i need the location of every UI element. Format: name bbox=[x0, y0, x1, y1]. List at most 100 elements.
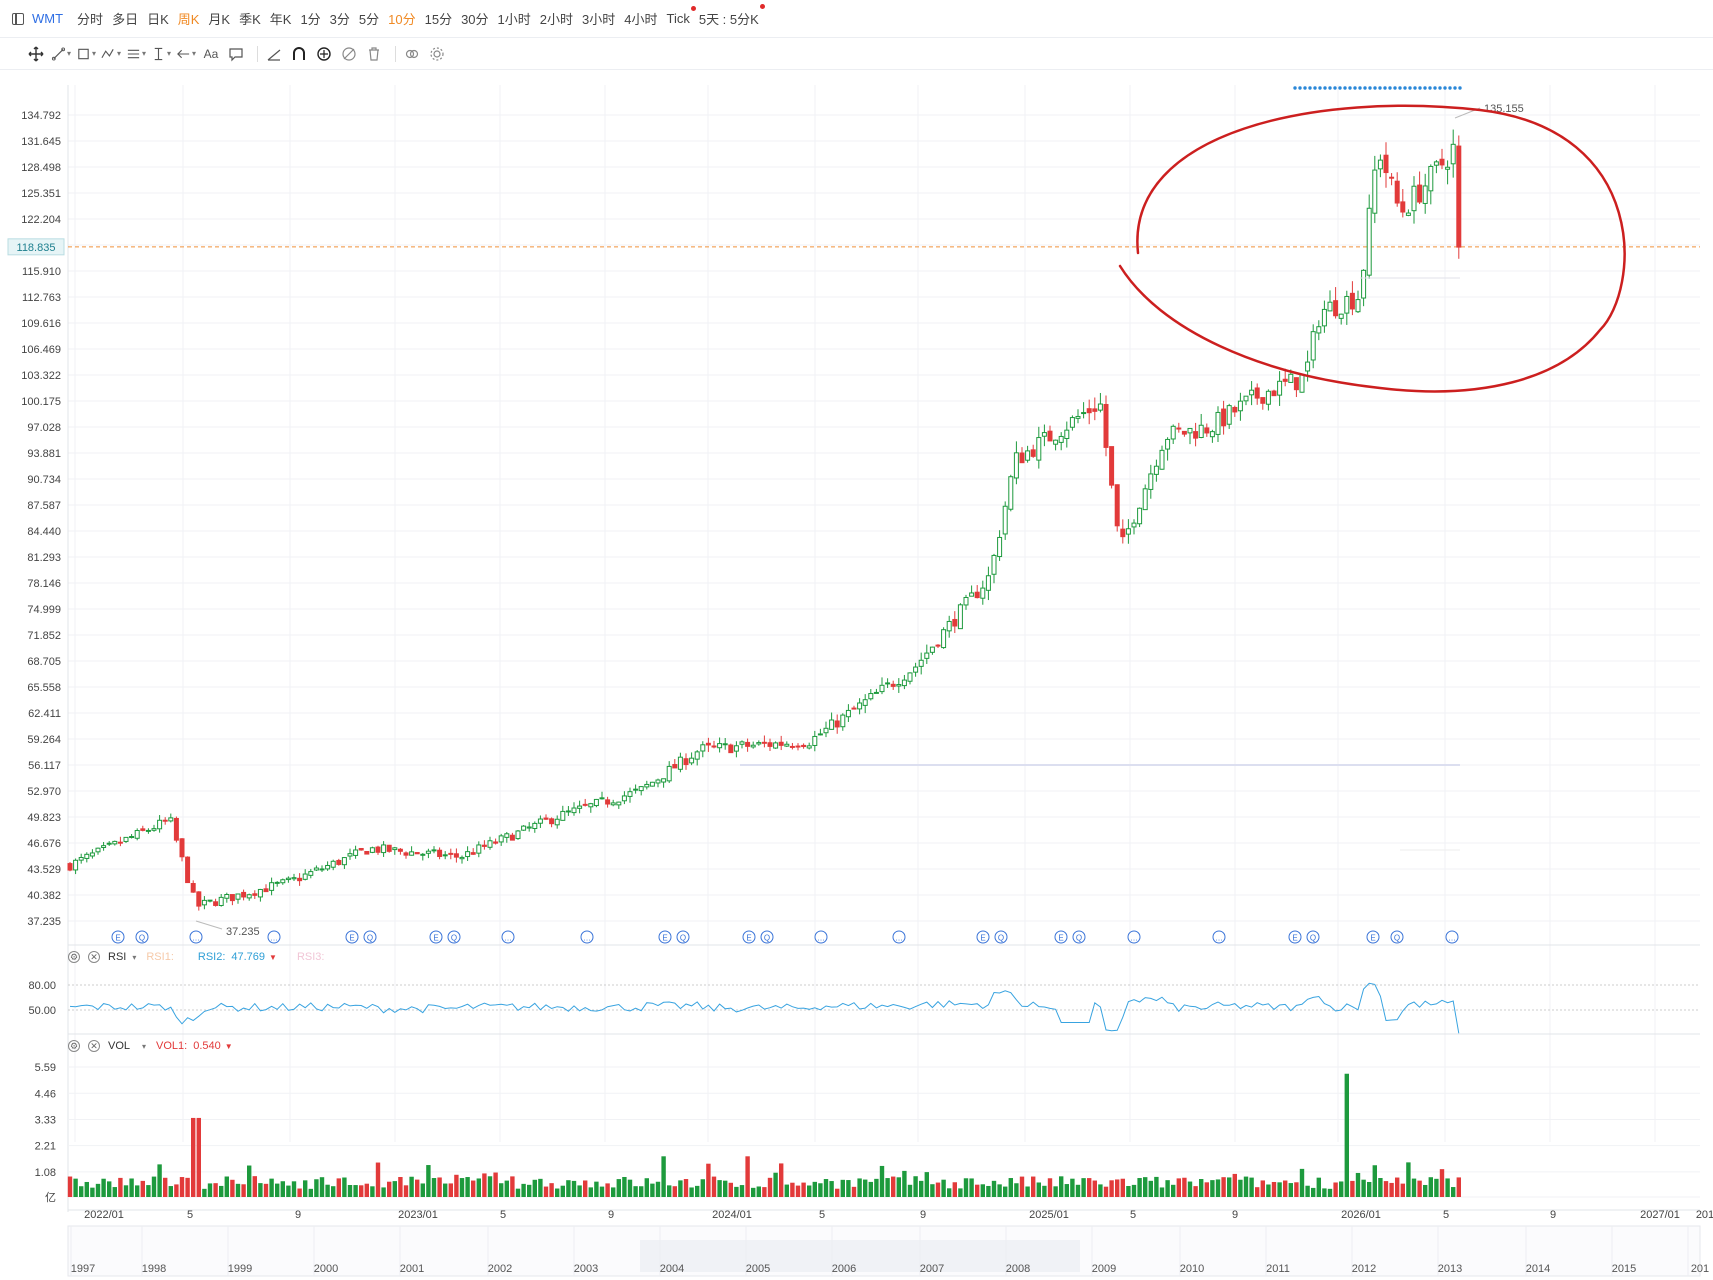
volume-bar bbox=[476, 1178, 481, 1197]
event-marker[interactable]: E bbox=[976, 930, 990, 944]
candle-body bbox=[1237, 400, 1243, 412]
dotted-high-marker bbox=[1318, 86, 1322, 90]
period-tab[interactable]: 5天 : 5分K bbox=[699, 4, 765, 28]
event-marker[interactable]: … bbox=[1212, 930, 1226, 944]
volume-bar bbox=[947, 1188, 952, 1197]
chevron-down-icon[interactable]: ▾ bbox=[132, 952, 137, 962]
close-icon[interactable]: ✕ bbox=[88, 951, 100, 963]
sidebar-toggle-icon[interactable] bbox=[12, 12, 24, 25]
event-marker[interactable]: E bbox=[1054, 930, 1068, 944]
event-marker[interactable]: … bbox=[1445, 930, 1459, 944]
move-icon[interactable] bbox=[26, 44, 46, 64]
pattern-tool-icon[interactable]: ▾ bbox=[101, 44, 121, 64]
period-tab[interactable]: 30分 bbox=[461, 12, 489, 27]
period-tab[interactable]: 5分 bbox=[358, 12, 380, 27]
candle-body bbox=[179, 838, 185, 858]
event-marker[interactable]: … bbox=[189, 930, 203, 944]
period-tab[interactable]: 1分 bbox=[300, 12, 321, 27]
event-marker-circle bbox=[1288, 930, 1302, 944]
price-chart[interactable]: 134.792 131.645 128.498 125.351 122.204 115.9… bbox=[0, 70, 1713, 1280]
rsi-name[interactable]: RSI bbox=[108, 951, 127, 963]
vol-tick-label: 5.59 bbox=[35, 1062, 56, 1074]
arrow-tool-icon[interactable]: ▾ bbox=[176, 44, 196, 64]
volume-bar bbox=[1120, 1178, 1125, 1197]
magnet-icon[interactable] bbox=[289, 44, 309, 64]
period-tab[interactable]: 月K bbox=[208, 12, 231, 27]
period-tab[interactable]: 日K bbox=[147, 12, 169, 27]
event-marker[interactable]: E bbox=[658, 930, 672, 944]
period-tab[interactable]: 15分 bbox=[424, 12, 453, 27]
candle-body bbox=[1355, 299, 1361, 313]
event-marker[interactable]: E bbox=[345, 930, 359, 944]
candle-body bbox=[145, 829, 151, 832]
event-marker[interactable]: E bbox=[1366, 930, 1380, 944]
event-marker-circle bbox=[429, 930, 443, 944]
event-marker[interactable]: … bbox=[892, 930, 906, 944]
candle-body bbox=[560, 810, 566, 821]
event-marker-label: E bbox=[349, 934, 354, 943]
event-marker-circle bbox=[760, 930, 774, 944]
measure-tool-icon[interactable]: ▾ bbox=[151, 44, 171, 64]
rect-tool-icon[interactable]: ▾ bbox=[76, 44, 96, 64]
candle-body bbox=[274, 881, 280, 884]
candle-body bbox=[1148, 473, 1154, 490]
event-marker[interactable]: Q bbox=[363, 930, 377, 944]
event-marker[interactable]: … bbox=[1127, 930, 1141, 944]
event-marker-circle bbox=[189, 930, 203, 944]
event-marker[interactable]: E bbox=[1288, 930, 1302, 944]
event-marker[interactable]: E bbox=[429, 930, 443, 944]
period-tab[interactable]: 2小时 bbox=[539, 12, 574, 27]
candle-body bbox=[879, 684, 885, 693]
settings-icon[interactable] bbox=[427, 44, 447, 64]
event-marker[interactable]: Q bbox=[1072, 930, 1086, 944]
text-tool-icon[interactable]: Aa bbox=[203, 46, 219, 61]
event-marker[interactable]: E bbox=[111, 930, 125, 944]
period-tabs: 分时 多日 日K 周K 月K 季K 年K 1分 3分 5分 10分 15分 30分 1小时 2小时 3小时 4小… bbox=[77, 4, 768, 28]
period-tab[interactable]: Tick bbox=[666, 6, 696, 26]
gear-icon[interactable]: ⚙ bbox=[68, 951, 80, 963]
line-tool-icon[interactable]: ▾ bbox=[51, 44, 71, 64]
vol-name[interactable]: VOL bbox=[108, 1040, 131, 1052]
notification-dot bbox=[759, 4, 765, 9]
period-tab[interactable]: 1小时 bbox=[497, 12, 531, 27]
period-tab[interactable]: 4小时 bbox=[624, 12, 658, 27]
symbol-label[interactable]: WMT bbox=[32, 11, 64, 26]
event-marker[interactable]: E bbox=[742, 930, 756, 944]
event-marker[interactable]: Q bbox=[135, 930, 149, 944]
hide-icon[interactable] bbox=[339, 44, 359, 64]
period-tab[interactable]: 3小时 bbox=[582, 12, 616, 27]
event-marker[interactable]: … bbox=[814, 930, 828, 944]
event-marker[interactable]: Q bbox=[760, 930, 774, 944]
dotted-high-marker bbox=[1313, 86, 1317, 90]
event-marker[interactable]: Q bbox=[447, 930, 461, 944]
candle-body bbox=[1456, 145, 1462, 248]
comment-tool-icon[interactable] bbox=[226, 44, 246, 64]
event-marker-label: Q bbox=[1076, 934, 1082, 943]
trash-icon[interactable] bbox=[364, 44, 384, 64]
period-tab[interactable]: 分时 bbox=[77, 12, 104, 27]
period-tab[interactable]: 季K bbox=[239, 12, 261, 27]
period-tab[interactable]: 周K bbox=[177, 12, 200, 27]
volume-bar bbox=[683, 1179, 689, 1197]
volume-bar bbox=[1355, 1172, 1361, 1197]
period-tab[interactable]: 年K bbox=[269, 12, 292, 27]
period-tab[interactable]: 多日 bbox=[112, 12, 139, 27]
event-marker[interactable]: Q bbox=[994, 930, 1008, 944]
event-marker[interactable]: Q bbox=[676, 930, 690, 944]
event-marker[interactable]: Q bbox=[1390, 930, 1404, 944]
link-icon[interactable] bbox=[402, 44, 422, 64]
sync-icon[interactable] bbox=[314, 44, 334, 64]
period-tab[interactable]: 10分 bbox=[388, 12, 416, 27]
event-marker[interactable]: … bbox=[267, 930, 281, 944]
event-marker[interactable]: … bbox=[580, 930, 594, 944]
event-marker-label: Q bbox=[1310, 934, 1316, 943]
angle-icon[interactable] bbox=[264, 44, 284, 64]
event-marker[interactable]: … bbox=[501, 930, 515, 944]
fib-tool-icon[interactable]: ▾ bbox=[126, 44, 146, 64]
period-tab[interactable]: 3分 bbox=[329, 12, 350, 27]
close-icon[interactable]: ✕ bbox=[88, 1040, 100, 1052]
chevron-down-icon[interactable]: ▾ bbox=[142, 1041, 147, 1051]
volume-bar bbox=[549, 1183, 554, 1197]
gear-icon[interactable]: ⚙ bbox=[68, 1040, 80, 1052]
event-marker[interactable]: Q bbox=[1306, 930, 1320, 944]
